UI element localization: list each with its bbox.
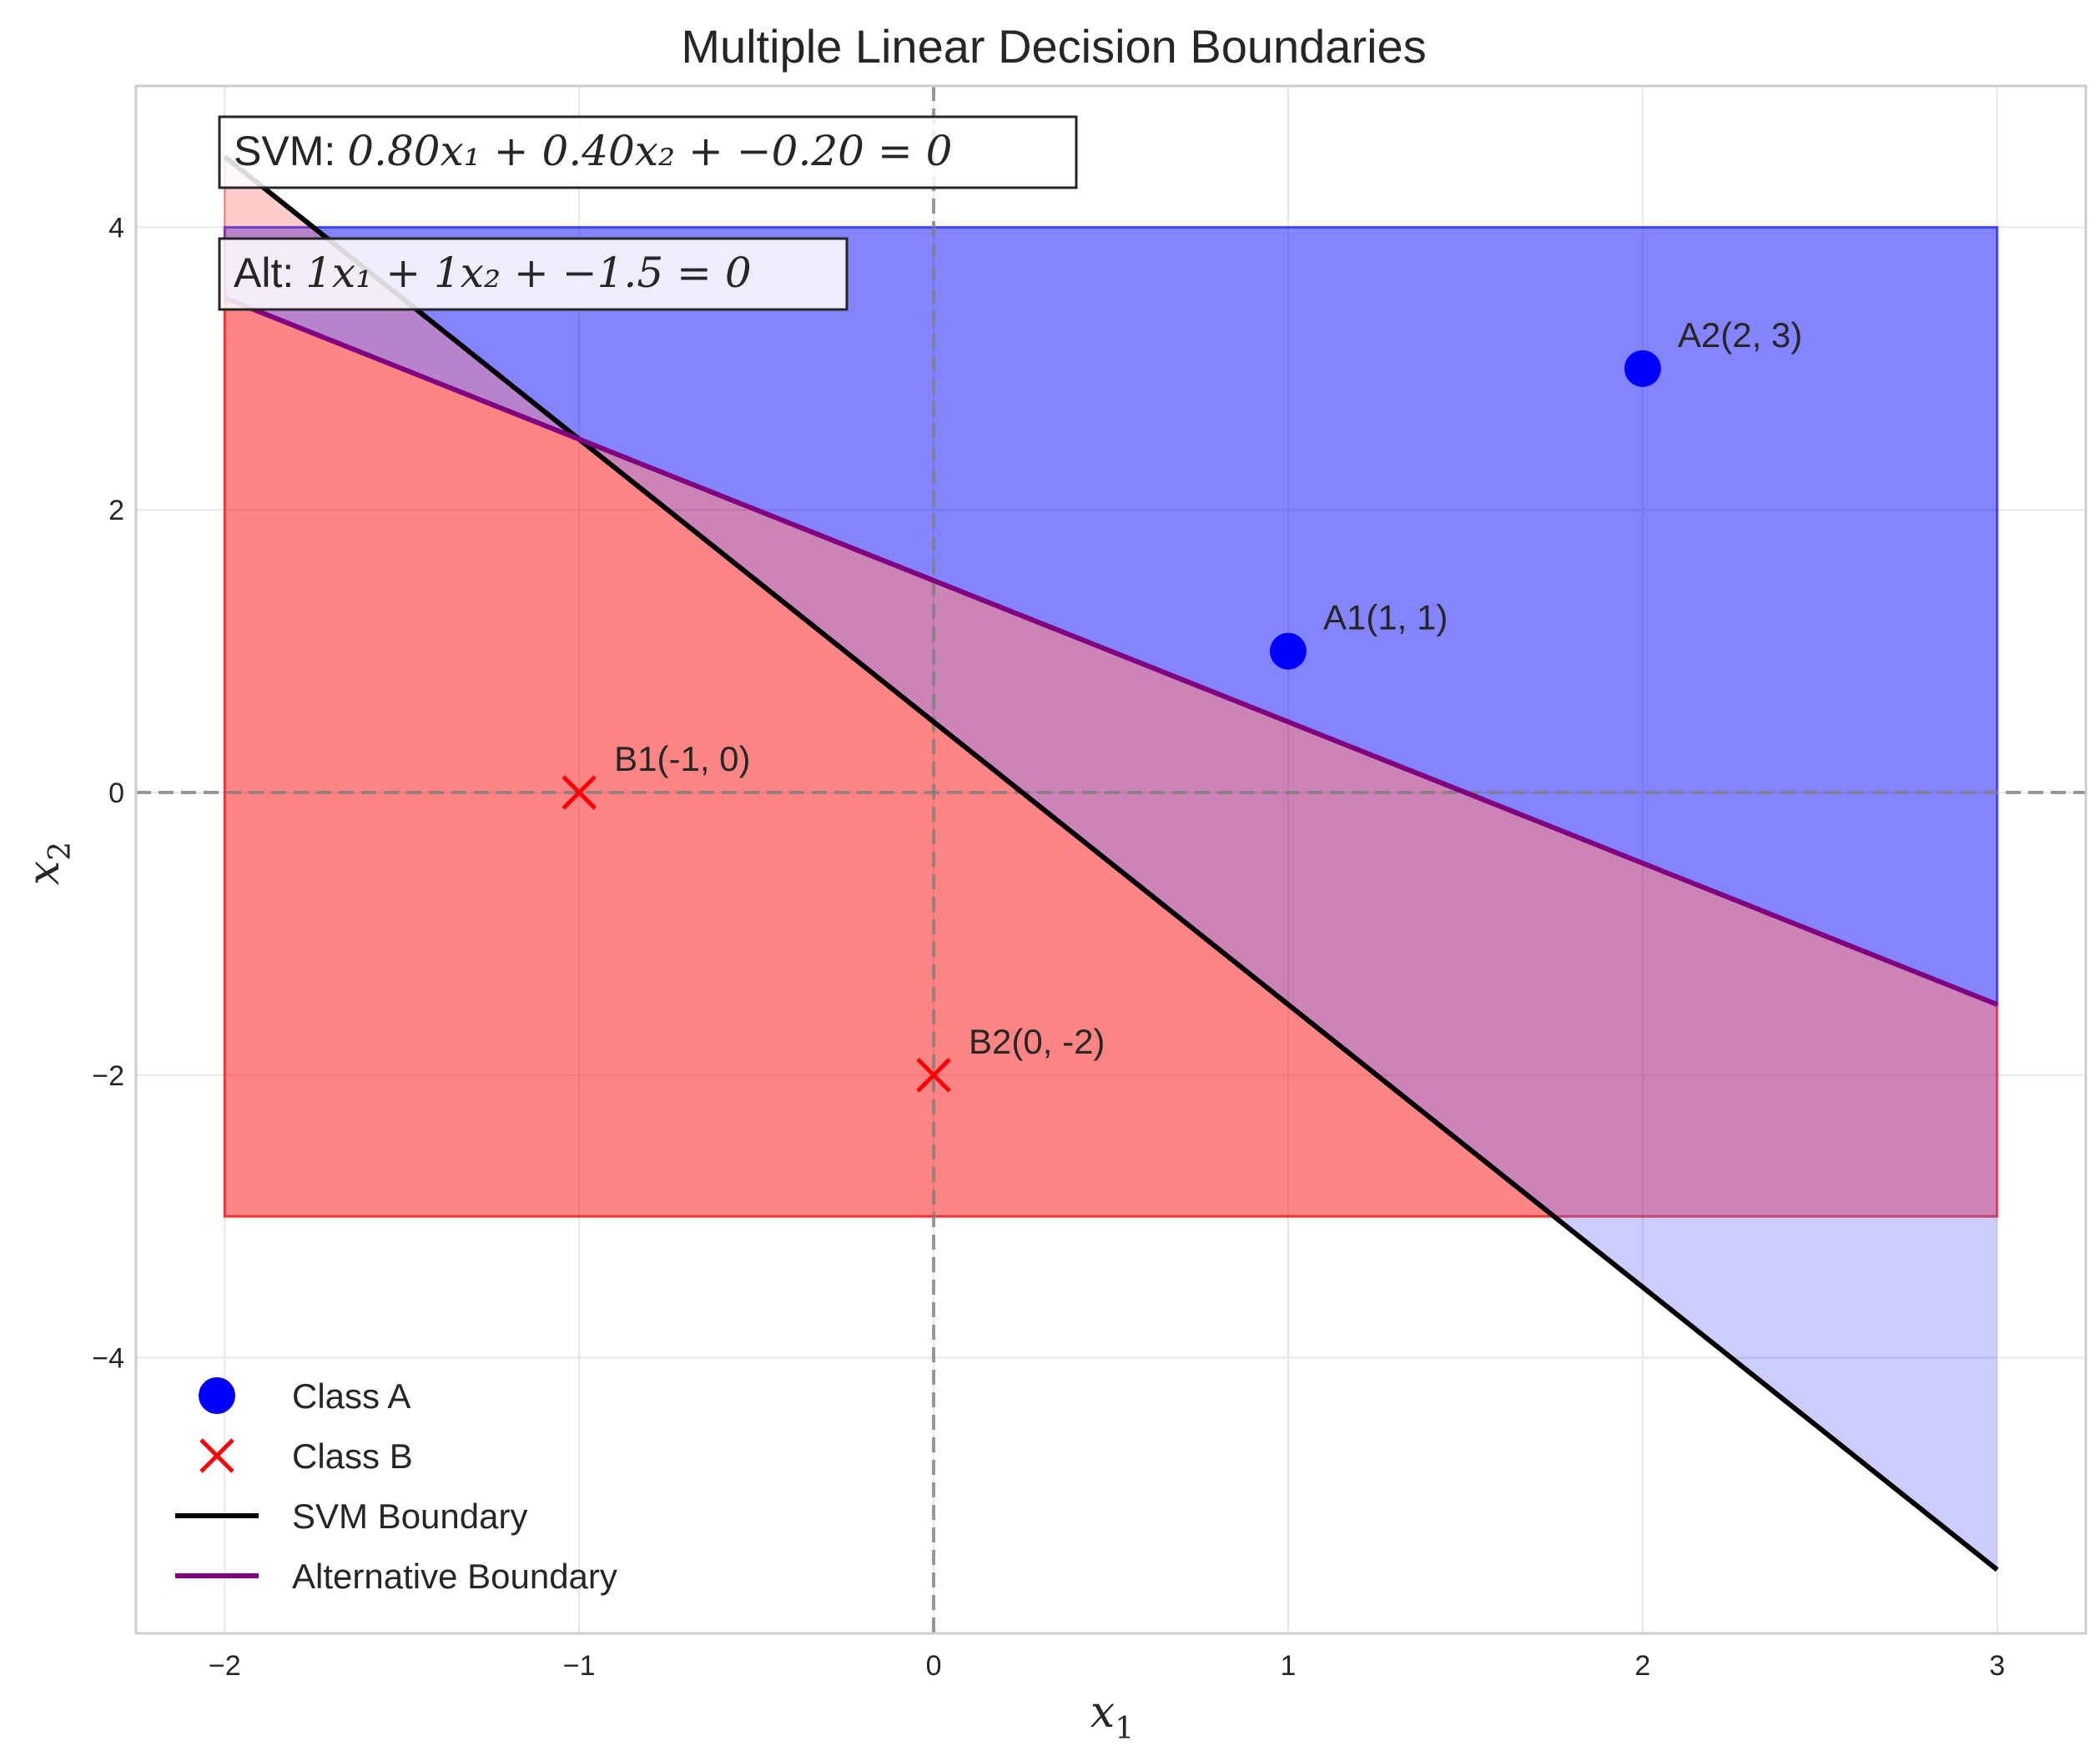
y-tick-label: −4: [92, 1343, 124, 1375]
point-class-b: [562, 775, 597, 810]
svm-equation-box: SVM: 0.80x₁ + 0.40x₂ + −0.20 = 0: [218, 115, 1078, 189]
x-tick-label: −1: [563, 1650, 596, 1682]
x-tick-label: 0: [926, 1650, 942, 1682]
legend: Class A Class B SVM Boundary Alternative Bo…: [175, 1376, 617, 1596]
svg-text:Alt:1x₁ + 1x₂ + −1.5 = 0: Alt: 1x₁ + 1x₂ + −1.5 = 0: [234, 249, 752, 297]
boundary-lines: [223, 154, 1999, 1572]
y-axis-label: x2: [19, 842, 78, 885]
point-label: A1(1, 1): [1323, 598, 1448, 637]
y-tick-labels: −4 −2 0 2 4: [92, 212, 124, 1374]
x-axis-label-sub: 1: [1115, 1712, 1134, 1746]
legend-x-stroke: [199, 1438, 234, 1473]
x-tick-labels: −2 −1 0 1 2 3: [209, 1650, 2005, 1682]
point-labels: A1(1, 1) A2(2, 3) B1(-1, 0) B2(0, -2): [614, 315, 1802, 1061]
legend-label: Class A: [292, 1376, 410, 1416]
x-axis-label: x1: [1090, 1688, 1134, 1746]
alt-equation-body: 1x₁ + 1x₂ + −1.5 = 0: [305, 249, 751, 297]
x-marker-stroke: [916, 1058, 951, 1093]
y-tick-label: −2: [92, 1060, 124, 1092]
point-class-a: [1624, 350, 1661, 387]
point-label: A2(2, 3): [1678, 315, 1802, 355]
x-tick-label: 1: [1280, 1650, 1296, 1682]
zero-axis-lines: [136, 86, 2086, 1633]
point-class-a: [1269, 632, 1307, 670]
y-axis-label-sub: 2: [43, 842, 78, 861]
legend-circle-marker: [199, 1377, 235, 1414]
legend-label: SVM Boundary: [292, 1497, 527, 1536]
svg-text:SVM:0.80x₁ + 0.40x₂ + −0.20 =: SVM: 0.80x₁ + 0.40x₂ + −0.20 = 0: [234, 127, 952, 175]
legend-label: Alternative Boundary: [292, 1557, 617, 1596]
plot-frame: [134, 84, 2087, 1635]
y-axis-label-main: x: [19, 861, 69, 885]
legend-label: Class B: [292, 1436, 413, 1476]
x-axis-label-main: x: [1090, 1688, 1115, 1738]
alternative-boundary-line: [224, 295, 1998, 1007]
x-tick-label: 2: [1634, 1650, 1650, 1682]
data-points: [562, 350, 1661, 1093]
legend-entry: Class A: [199, 1376, 410, 1416]
legend-entry: Alternative Boundary: [175, 1557, 617, 1596]
y-tick-label: 2: [108, 495, 124, 526]
alt-equation-box: Alt: 1x₁ + 1x₂ + −1.5 = 0: [218, 237, 849, 311]
legend-entry: Class B: [199, 1436, 413, 1476]
chart-title: Multiple Linear Decision Boundaries: [681, 20, 1426, 73]
point-label: B1(-1, 0): [614, 739, 750, 778]
svm-boundary-line: [223, 154, 1999, 1572]
legend-entry: SVM Boundary: [175, 1497, 527, 1536]
x-marker-stroke: [562, 775, 597, 810]
svm-equation-body: 0.80x₁ + 0.40x₂ + −0.20 = 0: [347, 127, 952, 175]
alt-equation-prefix: Alt:: [234, 249, 294, 296]
x-tick-label: −2: [209, 1650, 241, 1682]
y-tick-label: 0: [108, 777, 124, 809]
y-tick-label: 4: [108, 212, 124, 244]
point-class-b: [916, 1058, 951, 1093]
svm-equation-prefix: SVM:: [234, 128, 335, 174]
point-label: B2(0, -2): [969, 1022, 1105, 1061]
x-tick-label: 3: [1989, 1650, 2005, 1682]
